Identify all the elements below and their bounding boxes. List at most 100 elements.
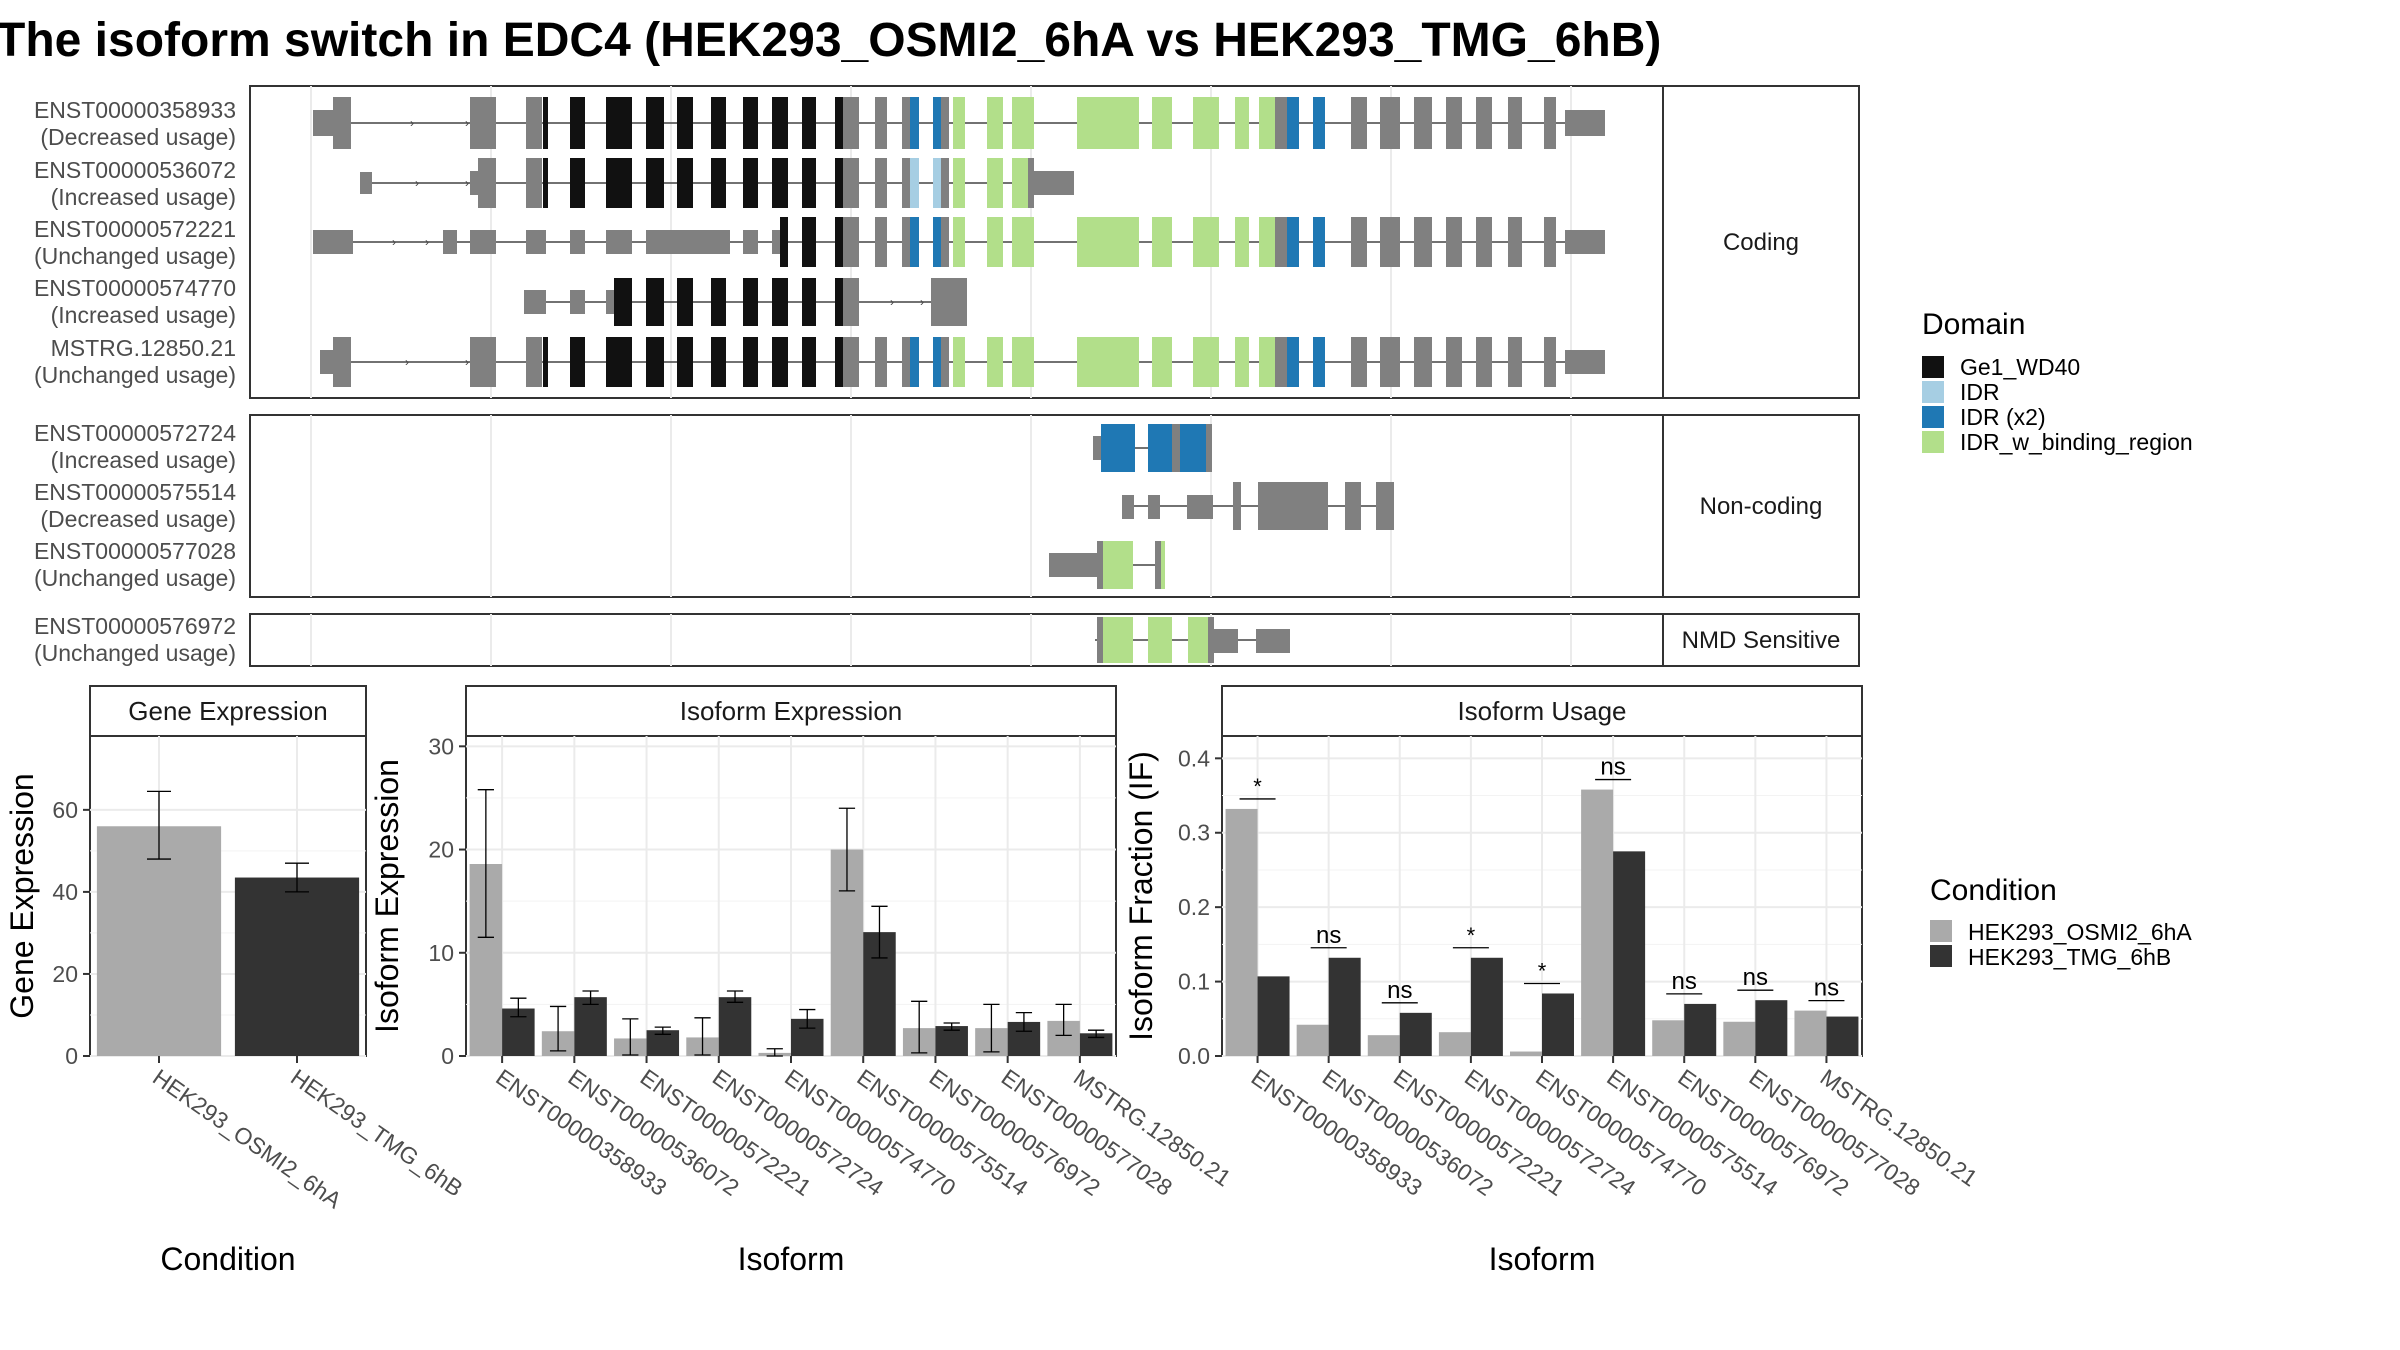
bar: [935, 1026, 968, 1056]
transcript-track: [1093, 424, 1212, 472]
gene-expression-y-label: Gene Expression: [4, 773, 40, 1018]
isoform-usage-strip: [1221, 685, 1863, 737]
error-bar: [477, 789, 494, 938]
transcript-usage: (Increased usage): [51, 302, 236, 328]
condition-legend: Condition HEK293_OSMI2_6hA HEK293_TMG_6h…: [1930, 874, 2192, 970]
error-bar: [285, 862, 309, 893]
bar: [1826, 1016, 1859, 1056]
transcript-usage: (Unchanged usage): [34, 362, 236, 388]
error-bar: [799, 1008, 816, 1029]
bar: [1225, 808, 1258, 1056]
significance-label: *: [1538, 958, 1547, 983]
error-bar: [871, 905, 888, 959]
bar: [1684, 1003, 1717, 1056]
bar: [1794, 1010, 1827, 1056]
transcript-id: ENST00000536072: [34, 157, 236, 183]
gene-expression-y-ticks: 0 20 40 60: [52, 797, 90, 1069]
legend-key-idr-x2: [1922, 406, 1944, 428]
significance-label: ns: [1387, 977, 1412, 1004]
y-tick-label: 0.1: [1178, 969, 1210, 995]
bar: [1510, 1051, 1542, 1056]
gene-expression-strip-label: Gene Expression: [128, 696, 327, 726]
transcript-track: › ›: [313, 217, 1605, 267]
y-tick-label: 20: [428, 837, 454, 863]
isoform-usage-bars: [1225, 789, 1859, 1056]
facet-nmd: NMD Sensitive ENST00000576972 (Unchanged…: [34, 613, 1860, 667]
gene-expression-bars: [96, 790, 360, 1056]
isoform-expression-y-label: Isoform Expression: [369, 759, 405, 1033]
transcript-id: MSTRG.12850.21: [51, 335, 236, 361]
transcript-usage: (Unchanged usage): [34, 565, 236, 591]
significance-label: ns: [1316, 922, 1341, 949]
legend-label-tmg: HEK293_TMG_6hB: [1968, 944, 2171, 970]
bar: [1755, 1000, 1788, 1056]
transcript-usage: (Unchanged usage): [34, 243, 236, 269]
transcript-id: ENST00000576972: [34, 613, 236, 639]
transcript-labels: ENST00000358933 (Decreased usage) ENST00…: [34, 97, 236, 388]
error-bar: [582, 990, 599, 1006]
significance-label: *: [1467, 923, 1476, 948]
bar: [1613, 851, 1646, 1056]
error-bar: [838, 807, 856, 892]
y-tick-label: 60: [52, 797, 78, 823]
y-tick-label: 10: [428, 940, 454, 966]
legend-label-osmi2: HEK293_OSMI2_6hA: [1968, 919, 2192, 945]
transcript-track: [1049, 541, 1165, 589]
svg-text:›: ›: [465, 355, 469, 369]
transcript-id: ENST00000358933: [34, 97, 236, 123]
transcript-labels: ENST00000572724 (Increased usage) ENST00…: [34, 420, 236, 591]
y-tick-label: 0.3: [1178, 820, 1210, 846]
bar: [1328, 957, 1361, 1056]
error-bar: [1088, 1029, 1105, 1039]
isoform-expression-bars: [469, 789, 1113, 1057]
isoform-usage-y-label: Isoform Fraction (IF): [1123, 751, 1159, 1041]
legend-key-osmi2: [1930, 920, 1952, 942]
facet-noncoding-strip: [1662, 414, 1860, 598]
condition-legend-title: Condition: [1930, 874, 2057, 907]
gene-expression-strip: [89, 685, 367, 737]
transcript-usage: (Decreased usage): [40, 124, 236, 150]
significance-label: ns: [1600, 754, 1625, 781]
transcript-track: [1122, 482, 1394, 530]
isoform-usage-y-ticks: 0.0 0.1 0.2 0.3 0.4: [1178, 745, 1222, 1069]
facet-nmd-background: [249, 613, 1664, 667]
transcript-track: › ›: [313, 97, 1605, 149]
bar: [574, 997, 607, 1056]
isoform-expression-panel: Isoform Expression 0 10 20 30 ENST000003589…: [369, 685, 1236, 1277]
svg-text:›: ›: [410, 116, 414, 130]
bar: [1438, 1032, 1471, 1056]
bar: [1652, 1020, 1685, 1056]
error-bar: [147, 790, 171, 860]
transcript-usage: (Increased usage): [51, 447, 236, 473]
facet-noncoding-gridlines: [310, 415, 1572, 597]
structure-panel: Coding › ›: [34, 85, 1860, 667]
gene-expression-x-label: Condition: [160, 1241, 295, 1277]
isoform-expression-strip-label: Isoform Expression: [680, 696, 903, 726]
significance-label: ns: [1814, 975, 1839, 1002]
bar: [1367, 1035, 1400, 1056]
isoform-expression-strip: [465, 685, 1117, 737]
bar: [718, 997, 752, 1056]
error-bar: [654, 1026, 671, 1035]
bar: [1079, 1033, 1113, 1056]
figure-title: The isoform switch in EDC4 (HEK293_OSMI2…: [0, 14, 1661, 67]
transcript-usage: (Increased usage): [51, 184, 236, 210]
facet-noncoding-background: [249, 414, 1664, 598]
bar: [1257, 976, 1290, 1056]
isoform-expression-x-label: Isoform: [738, 1241, 845, 1277]
transcript-id: ENST00000572724: [34, 420, 236, 446]
y-tick-label: 0.4: [1178, 745, 1210, 771]
error-bar: [1055, 1003, 1072, 1037]
transcript-usage: (Decreased usage): [40, 506, 236, 532]
legend-label-ge1-wd40: Ge1_WD40: [1960, 354, 2080, 380]
significance-label: ns: [1672, 968, 1697, 995]
transcript-id: ENST00000575514: [34, 479, 236, 505]
legend-label-idr-binding: IDR_w_binding_region: [1960, 429, 2193, 455]
error-bar: [622, 1018, 639, 1056]
significance-label: *: [1253, 774, 1262, 799]
svg-text:›: ›: [392, 235, 396, 249]
legend-key-idr: [1922, 381, 1944, 403]
svg-text:›: ›: [405, 355, 409, 369]
facet-nmd-strip: [1662, 613, 1860, 667]
